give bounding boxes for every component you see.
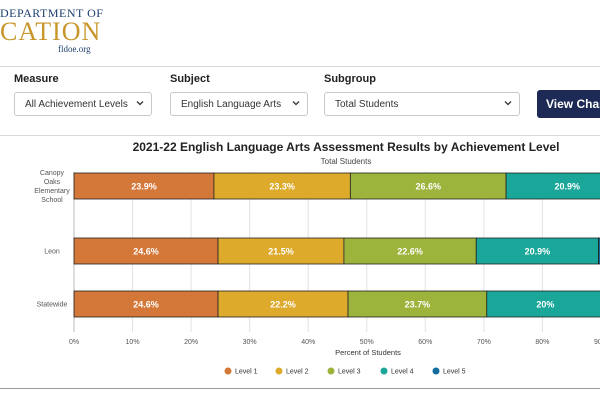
logo-education-text: CATION xyxy=(0,17,102,46)
category-label: Elementary xyxy=(34,188,70,195)
bar-segment xyxy=(343,237,477,265)
x-tick-label: 60% xyxy=(418,339,432,346)
x-tick-label: 30% xyxy=(243,339,257,346)
legend-label: Level 2 xyxy=(286,369,309,376)
legend-label: Level 3 xyxy=(338,369,361,376)
data-label: 24.6% xyxy=(133,300,159,310)
data-label: 26.6% xyxy=(415,182,441,192)
x-tick-label: 70% xyxy=(477,339,491,346)
legend-marker xyxy=(224,367,232,375)
chart-subtitle: Total Students xyxy=(320,157,372,166)
legend-label: Level 4 xyxy=(391,369,414,376)
bar-segment xyxy=(347,290,488,318)
legend-label: Level 5 xyxy=(443,369,466,376)
category-label: Statewide xyxy=(37,302,68,309)
measure-label: Measure xyxy=(14,73,59,85)
legend-marker xyxy=(327,367,335,375)
stacked-bar-chart: 0% 10% 20% 30% 40% 50% 60% 70% 80% 90% Percent of … xyxy=(34,170,600,376)
data-label: 22.6% xyxy=(397,247,423,257)
data-label: 21.5% xyxy=(268,247,294,257)
data-label: 20.9% xyxy=(555,182,581,192)
filter-controls: Measure All Achievement Levels Subject E… xyxy=(0,66,600,127)
category-label: School xyxy=(41,197,63,204)
x-tick-label: 0% xyxy=(69,339,79,346)
subject-select[interactable]: English Language Arts xyxy=(170,92,308,116)
x-tick-label: 80% xyxy=(535,339,549,346)
chevron-down-icon xyxy=(136,101,144,106)
data-label: 23.9% xyxy=(131,182,157,192)
chart-panel: 0% 10% 20% 30% 40% 50% 60% 70% 80% 90% Percent of … xyxy=(0,135,600,389)
chevron-down-icon xyxy=(292,101,300,106)
bar-segment xyxy=(73,290,219,318)
chevron-down-icon xyxy=(504,101,512,106)
data-label: 23.3% xyxy=(269,182,295,192)
data-label: 24.6% xyxy=(133,247,159,257)
bar-segment xyxy=(505,172,600,200)
view-chart-button[interactable]: View Chart xyxy=(537,90,600,118)
data-label: 20% xyxy=(536,300,554,310)
data-label: 20.9% xyxy=(525,247,551,257)
category-label: Leon xyxy=(44,249,60,256)
bar-segment xyxy=(217,237,345,265)
x-tick-label: 50% xyxy=(360,339,374,346)
data-label: 22.2% xyxy=(270,300,296,310)
measure-select[interactable]: All Achievement Levels xyxy=(14,92,152,116)
legend-marker xyxy=(275,367,283,375)
subject-label: Subject xyxy=(170,73,210,85)
subgroup-label: Subgroup xyxy=(324,73,376,85)
data-label: 23.7% xyxy=(405,300,431,310)
subject-select-value: English Language Arts xyxy=(181,99,282,110)
x-tick-label: 90% xyxy=(594,339,600,346)
bar-segment xyxy=(73,172,215,200)
subgroup-select[interactable]: Total Students xyxy=(324,92,520,116)
bar-segment xyxy=(213,172,351,200)
category-label: Canopy xyxy=(40,170,65,177)
logo-url-text: fldoe.org xyxy=(58,44,91,54)
category-label: Oaks xyxy=(44,179,61,186)
fldoe-logo[interactable]: DEPARTMENT OF CATION fldoe.org xyxy=(0,6,104,56)
legend-marker xyxy=(380,367,388,375)
logo-department-text: DEPARTMENT OF xyxy=(0,6,104,20)
subgroup-select-value: Total Students xyxy=(335,99,399,110)
x-tick-label: 20% xyxy=(184,339,198,346)
x-tick-label: 10% xyxy=(126,339,140,346)
bar-segment xyxy=(73,237,219,265)
chart-title: 2021-22 English Language Arts Assessment… xyxy=(132,140,560,154)
x-axis-label: Percent of Students xyxy=(335,348,401,357)
bar-segment xyxy=(475,237,600,265)
measure-select-value: All Achievement Levels xyxy=(25,99,128,110)
legend-label: Level 1 xyxy=(235,369,258,376)
bar-segment xyxy=(598,237,600,265)
bar-segment xyxy=(486,290,600,318)
x-tick-label: 40% xyxy=(301,339,315,346)
legend-marker xyxy=(432,367,440,375)
